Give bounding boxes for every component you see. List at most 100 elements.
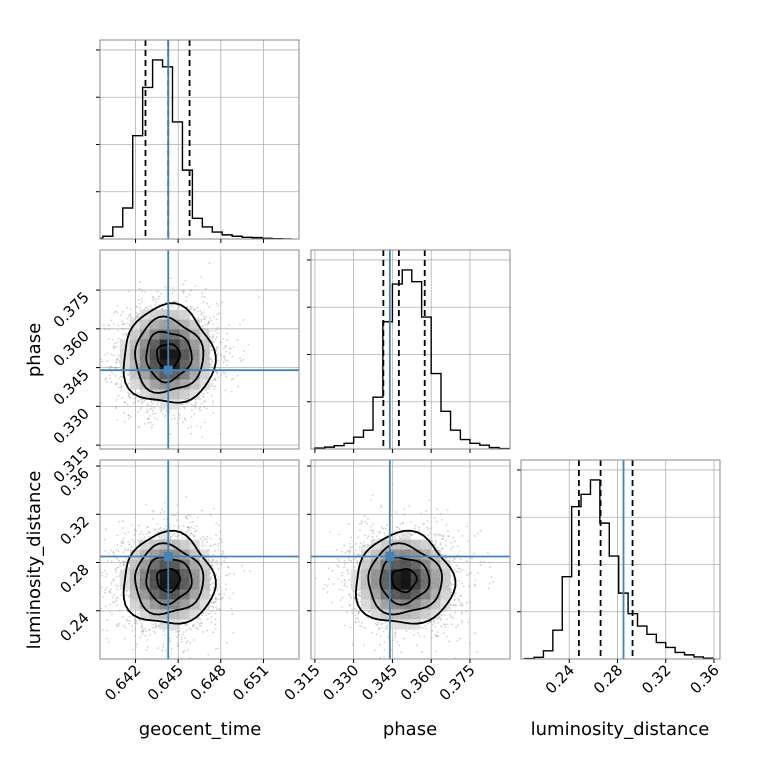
density-cell <box>189 349 200 360</box>
scatter-point <box>214 623 216 626</box>
density-cell <box>149 309 160 320</box>
scatter-point <box>189 289 192 292</box>
scatter-point <box>227 566 230 569</box>
scatter-point <box>124 401 126 404</box>
density-cell <box>159 319 170 330</box>
scatter-point <box>109 603 112 606</box>
scatter-point <box>230 607 233 610</box>
scatter-point <box>185 402 188 404</box>
scatter-point <box>171 292 174 295</box>
scatter-point <box>243 570 246 572</box>
scatter-point <box>131 630 134 632</box>
scatter-point <box>138 426 140 429</box>
scatter-point <box>189 307 192 310</box>
scatter-point <box>170 629 173 632</box>
scatter-point <box>116 625 119 628</box>
scatter-point <box>209 363 212 366</box>
scatter-point <box>128 543 131 546</box>
scatter-point <box>209 317 211 319</box>
scatter-point <box>134 619 137 622</box>
scatter-point <box>180 529 183 532</box>
scatter-point <box>143 399 146 402</box>
scatter-point <box>112 579 115 582</box>
scatter-point <box>187 526 190 529</box>
scatter-point <box>131 648 134 651</box>
scatter-point <box>218 607 221 610</box>
scatter-point <box>153 417 156 420</box>
scatter-point <box>199 309 202 312</box>
density-cell <box>169 379 180 390</box>
scatter-point <box>176 645 179 647</box>
scatter-point <box>200 276 203 279</box>
scatter-point <box>139 307 141 309</box>
scatter-point <box>214 378 217 380</box>
scatter-point <box>135 305 137 308</box>
scatter-point <box>184 624 187 627</box>
scatter-point <box>137 313 139 316</box>
scatter-point <box>130 316 132 319</box>
scatter-point <box>192 308 195 311</box>
scatter-point <box>212 601 215 604</box>
scatter-point <box>214 338 217 341</box>
scatter-point <box>162 629 165 632</box>
scatter-point <box>128 315 130 318</box>
scatter-point <box>143 536 146 539</box>
scatter-point <box>189 521 192 524</box>
scatter-point <box>203 328 206 330</box>
scatter-point <box>109 591 112 593</box>
scatter-point <box>112 322 115 325</box>
scatter-point <box>201 292 204 294</box>
density-cell <box>169 399 180 410</box>
scatter-point <box>217 548 220 551</box>
scatter-point <box>198 623 201 625</box>
scatter-point <box>214 628 217 630</box>
scatter-point <box>104 591 107 594</box>
scatter-point <box>154 626 157 629</box>
scatter-point <box>192 533 194 536</box>
scatter-point <box>182 292 185 295</box>
scatter-point <box>122 333 125 336</box>
scatter-point <box>183 649 186 652</box>
scatter-point <box>189 514 192 517</box>
scatter-point <box>194 530 196 533</box>
scatter-point <box>211 400 214 403</box>
scatter-point <box>100 607 102 610</box>
scatter-point <box>216 563 219 566</box>
scatter-point <box>123 420 126 423</box>
scatter-point <box>117 624 120 627</box>
density-cell <box>139 329 151 340</box>
scatter-point <box>136 316 138 319</box>
scatter-point <box>214 618 217 621</box>
scatter-point <box>169 640 172 643</box>
scatter-point <box>176 504 179 507</box>
scatter-point <box>123 401 126 404</box>
scatter-point <box>161 508 164 511</box>
scatter-point <box>183 407 186 410</box>
scatter-point <box>178 306 181 308</box>
scatter-point <box>117 585 119 588</box>
scatter-point <box>222 550 225 553</box>
scatter-point <box>163 634 166 637</box>
scatter-point <box>118 609 121 612</box>
scatter-point <box>204 323 207 326</box>
scatter-point <box>192 624 195 627</box>
scatter-point <box>228 352 231 355</box>
scatter-point <box>139 636 141 639</box>
scatter-point <box>119 383 122 386</box>
scatter-point <box>128 622 131 625</box>
scatter-point <box>137 400 139 403</box>
scatter-point <box>161 307 164 310</box>
scatter-point <box>197 310 200 313</box>
scatter-point <box>149 414 152 417</box>
scatter-point <box>112 346 115 349</box>
scatter-point <box>201 325 204 328</box>
scatter-point <box>128 290 130 293</box>
scatter-point <box>210 561 213 564</box>
scatter-point <box>104 569 107 572</box>
scatter-point <box>205 316 207 319</box>
scatter-point <box>116 543 119 546</box>
scatter-point <box>141 630 144 633</box>
scatter-point <box>181 536 184 539</box>
scatter-point <box>136 392 139 395</box>
scatter-point <box>145 532 148 535</box>
